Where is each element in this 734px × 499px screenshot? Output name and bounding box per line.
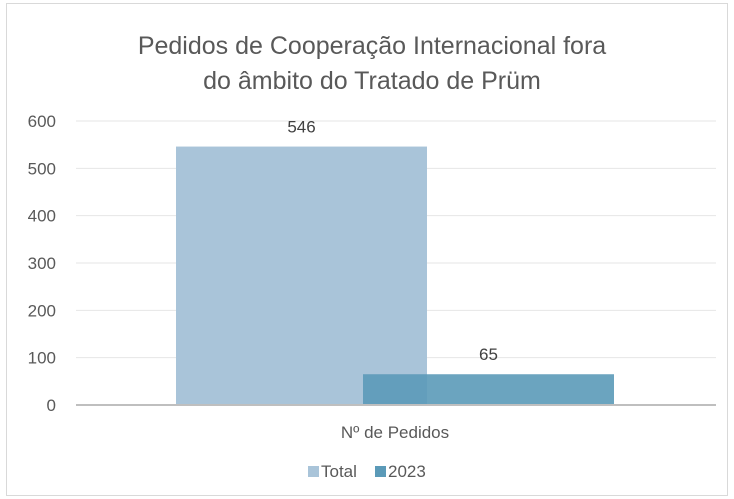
y-tick-label: 0 — [47, 396, 56, 415]
bar-total — [176, 146, 427, 405]
y-axis-ticks: 0 100 200 300 400 500 600 — [28, 112, 56, 415]
data-label-2023: 65 — [479, 345, 498, 364]
y-tick-label: 400 — [28, 207, 56, 226]
data-label-total: 546 — [287, 118, 315, 137]
bars — [176, 146, 614, 405]
chart-title-line-2: do âmbito do Tratado de Prüm — [203, 67, 541, 95]
bar-2023 — [363, 374, 614, 405]
y-tick-label: 300 — [28, 254, 56, 273]
y-tick-label: 100 — [28, 349, 56, 368]
chart-title-line-1: Pedidos de Cooperação Internacional fora — [138, 32, 606, 60]
legend-label-2023: 2023 — [388, 462, 426, 481]
legend-swatch-total — [308, 466, 319, 477]
y-tick-label: 500 — [28, 159, 56, 178]
legend: Total 2023 — [308, 462, 426, 481]
category-label: Nº de Pedidos — [341, 423, 449, 442]
legend-label-total: Total — [321, 462, 357, 481]
y-tick-label: 200 — [28, 301, 56, 320]
y-tick-label: 600 — [28, 112, 56, 131]
legend-swatch-2023 — [375, 466, 386, 477]
data-labels: 546 65 — [287, 118, 498, 365]
